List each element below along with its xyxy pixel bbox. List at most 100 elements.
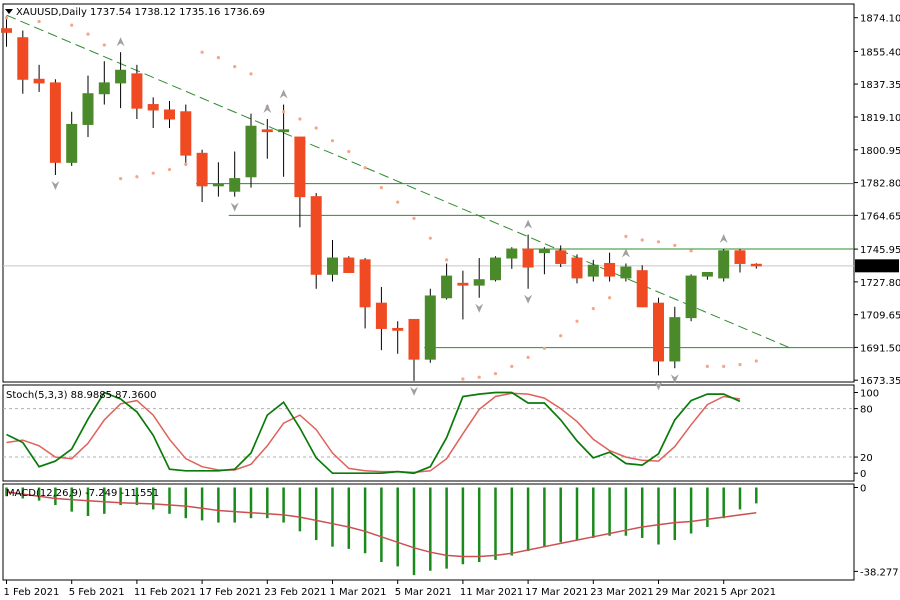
candle-body xyxy=(620,266,632,279)
macd-pane-frame xyxy=(2,483,855,581)
candle-body xyxy=(359,259,371,308)
fractal-up-icon xyxy=(524,219,533,229)
sar-dot xyxy=(86,32,90,36)
price-tick-label: 1673.35 xyxy=(860,376,900,387)
sar-dot xyxy=(70,23,74,27)
sar-dot xyxy=(689,249,693,253)
date-tick-label: 11 Mar 2021 xyxy=(460,587,523,598)
candle xyxy=(359,258,371,329)
candle-body xyxy=(229,178,241,192)
date-tick-label: 5 Mar 2021 xyxy=(395,587,452,598)
macd-tick-label: 0 xyxy=(860,484,866,495)
price-tick-label: 1745.95 xyxy=(860,245,900,256)
candle xyxy=(17,30,29,94)
candle xyxy=(718,249,730,282)
sar-dot xyxy=(216,56,220,60)
candle-body xyxy=(310,196,322,275)
sar-dot xyxy=(119,176,123,181)
sar-dot xyxy=(102,43,106,47)
candle xyxy=(343,256,355,273)
candle-body xyxy=(98,82,110,95)
fractal-down-icon xyxy=(654,381,663,391)
sar-dot xyxy=(184,162,188,166)
fractal-down-icon xyxy=(475,303,484,313)
sar-dot xyxy=(282,110,286,114)
price-tick-label: 1837.35 xyxy=(860,80,900,91)
candle-body xyxy=(750,263,762,267)
price-tick-label: 1800.95 xyxy=(860,146,900,157)
sar-dot xyxy=(673,243,677,248)
sar-dot xyxy=(428,236,432,240)
candle xyxy=(49,79,61,175)
stoch-pane-frame xyxy=(2,384,855,482)
candle xyxy=(147,97,159,129)
price-tick-label: 1874.10 xyxy=(860,14,900,25)
candle xyxy=(506,247,518,269)
candle xyxy=(750,263,762,269)
sar-dot xyxy=(591,307,595,311)
candle xyxy=(180,104,192,166)
fractal-up-icon xyxy=(621,248,630,258)
candle-body xyxy=(718,250,730,279)
stoch-signal-line xyxy=(6,392,741,474)
candle xyxy=(701,271,713,280)
candle-body xyxy=(685,275,697,319)
candle xyxy=(294,136,306,228)
candle xyxy=(587,259,599,282)
sar-dot xyxy=(493,372,498,376)
candle-body xyxy=(392,327,404,331)
candle-body xyxy=(506,248,518,259)
candle xyxy=(571,254,583,284)
candle-body xyxy=(343,257,355,273)
candle xyxy=(457,270,469,320)
price-tick-label: 1727.80 xyxy=(860,278,900,289)
sar-dot xyxy=(4,16,9,20)
price-tick-label: 1709.65 xyxy=(860,311,900,322)
candle xyxy=(620,263,632,282)
candle xyxy=(555,245,567,268)
macd-signal-line xyxy=(6,491,757,558)
date-tick-label: 17 Mar 2021 xyxy=(525,587,588,598)
sar-dot xyxy=(461,377,465,381)
candle-body xyxy=(473,279,485,286)
date-tick-label: 23 Mar 2021 xyxy=(590,587,653,598)
candle xyxy=(164,100,175,129)
candle xyxy=(212,162,224,197)
price-tick-label: 1855.40 xyxy=(860,47,900,58)
sar-dot xyxy=(347,149,351,154)
candle-body xyxy=(66,123,78,163)
candle-body xyxy=(33,78,45,84)
triangle-down-icon[interactable] xyxy=(5,9,13,14)
candle xyxy=(66,111,78,166)
candle-body xyxy=(49,82,61,163)
candle xyxy=(1,16,12,47)
symbol-label: XAUUSD,Daily xyxy=(16,7,87,18)
fractal-down-icon xyxy=(230,202,239,212)
candle-body xyxy=(245,125,257,178)
fractal-down-icon xyxy=(524,294,533,304)
candle-body xyxy=(375,302,387,329)
candle-body xyxy=(555,250,567,264)
fractal-up-icon xyxy=(719,234,728,244)
candle-body xyxy=(441,275,453,299)
fractal-down-icon xyxy=(670,374,679,384)
candle-body xyxy=(180,111,192,156)
candle xyxy=(278,104,290,177)
fractal-down-icon xyxy=(51,180,60,190)
price-tick-label: 1691.50 xyxy=(860,343,900,354)
candle-body xyxy=(604,262,616,277)
candle-body xyxy=(196,152,208,187)
date-tick-label: 11 Feb 2021 xyxy=(134,587,196,598)
fractal-up-icon xyxy=(279,89,288,99)
candle xyxy=(98,61,110,105)
candle xyxy=(375,286,387,351)
candle xyxy=(245,113,257,188)
sar-dot xyxy=(624,234,628,238)
sar-dot xyxy=(249,72,253,76)
candle xyxy=(229,151,241,197)
fractal-up-icon xyxy=(116,37,125,47)
candle-body xyxy=(571,257,583,279)
sar-dot xyxy=(608,296,612,300)
price-tick-label: 1819.10 xyxy=(860,113,900,124)
sar-dot xyxy=(363,166,367,170)
